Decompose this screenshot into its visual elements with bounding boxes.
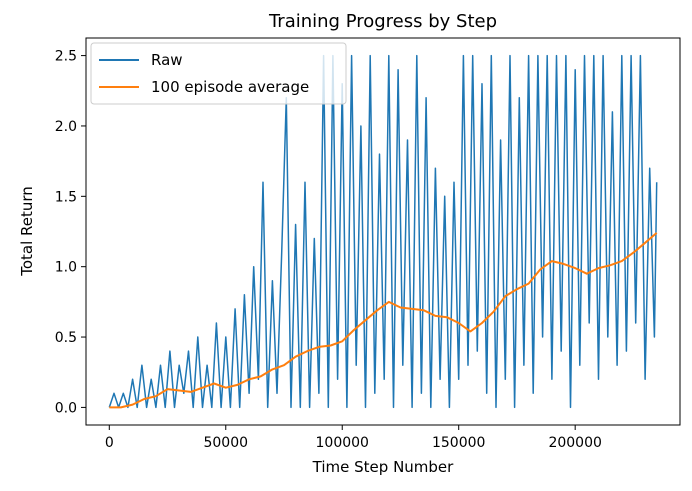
legend-label-raw: Raw xyxy=(151,51,183,69)
legend-box xyxy=(90,42,347,105)
x-axis: 0 50000 100000 150000 200000 xyxy=(105,425,602,451)
x-tick-label: 150000 xyxy=(432,435,485,451)
legend-label-average: 100 episode average xyxy=(151,78,309,96)
y-tick-label: 1.0 xyxy=(55,260,77,276)
y-axis-label: Total Return xyxy=(18,186,36,277)
legend: Raw 100 episode average xyxy=(90,42,347,105)
y-tick-label: 0.0 xyxy=(55,400,77,416)
series-line-raw xyxy=(108,54,658,409)
series-line-average xyxy=(109,232,658,409)
x-tick-label: 200000 xyxy=(548,435,601,451)
x-tick-label: 100000 xyxy=(316,435,369,451)
y-axis: 0.0 0.5 1.0 1.5 2.0 2.5 xyxy=(55,49,86,416)
plot-frame xyxy=(85,37,681,426)
chart-title: Training Progress by Step xyxy=(268,11,497,32)
y-tick-label: 2.0 xyxy=(55,119,77,135)
y-tick-label: 0.5 xyxy=(55,330,77,346)
x-axis-label: Time Step Number xyxy=(312,458,454,476)
y-tick-label: 2.5 xyxy=(55,49,77,65)
x-tick-label: 0 xyxy=(105,435,114,451)
plot-area xyxy=(108,54,658,409)
x-tick-label: 50000 xyxy=(203,435,248,451)
y-tick-label: 1.5 xyxy=(55,189,77,205)
